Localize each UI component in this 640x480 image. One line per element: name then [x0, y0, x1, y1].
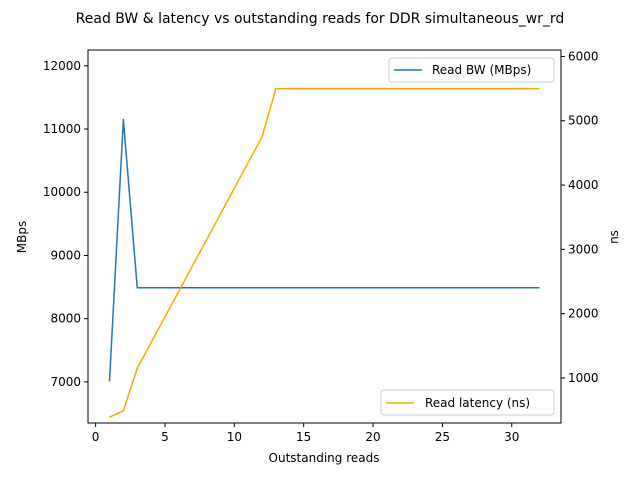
- series-read-bw-line: [108, 118, 540, 382]
- series-layer: [108, 87, 540, 418]
- x-tick-label: 25: [435, 430, 450, 444]
- y-axis-left-ticks: 7000 8000 9000 10000 11000 12000: [43, 59, 88, 389]
- y-left-tick-label: 10000: [43, 185, 81, 199]
- y-right-tick-label: 5000: [568, 114, 599, 128]
- x-tick-label: 20: [365, 430, 380, 444]
- legend-read-bw: Read BW (MBps): [388, 57, 555, 83]
- y-left-tick-label: 8000: [50, 312, 81, 326]
- legend-read-latency: Read latency (ns): [380, 389, 555, 416]
- y-axis-right-ticks: 1000 2000 3000 4000 5000 6000: [561, 49, 599, 385]
- x-tick-label: 10: [227, 430, 242, 444]
- series-read-latency-line: [109, 87, 540, 418]
- legend-read-latency-box: [380, 389, 555, 416]
- x-axis-label: Outstanding reads: [269, 451, 380, 465]
- y-left-tick-label: 9000: [50, 248, 81, 262]
- x-tick-label: 15: [296, 430, 311, 444]
- y-left-tick-label: 11000: [43, 122, 81, 136]
- legend-read-bw-label: Read BW (MBps): [432, 63, 531, 77]
- x-axis-ticks: 0 5 10 15 20 25 30: [92, 423, 519, 444]
- y-right-tick-label: 6000: [568, 49, 599, 63]
- y-left-tick-label: 7000: [50, 375, 81, 389]
- x-tick-label: 0: [92, 430, 100, 444]
- y-right-tick-label: 2000: [568, 307, 599, 321]
- y-right-tick-label: 3000: [568, 242, 599, 256]
- y-left-tick-label: 12000: [43, 59, 81, 73]
- plot-area-frame: [87, 49, 562, 424]
- chart-title: Read BW & latency vs outstanding reads f…: [76, 11, 565, 27]
- y-axis-left-label: MBps: [15, 221, 29, 253]
- y-right-tick-label: 4000: [568, 178, 599, 192]
- legend-read-latency-label: Read latency (ns): [425, 396, 530, 410]
- legend-read-bw-box: [388, 57, 555, 83]
- x-tick-label: 30: [504, 430, 519, 444]
- x-tick-label: 5: [161, 430, 169, 444]
- y-axis-right-label: ns: [607, 230, 621, 244]
- y-right-tick-label: 1000: [568, 371, 599, 385]
